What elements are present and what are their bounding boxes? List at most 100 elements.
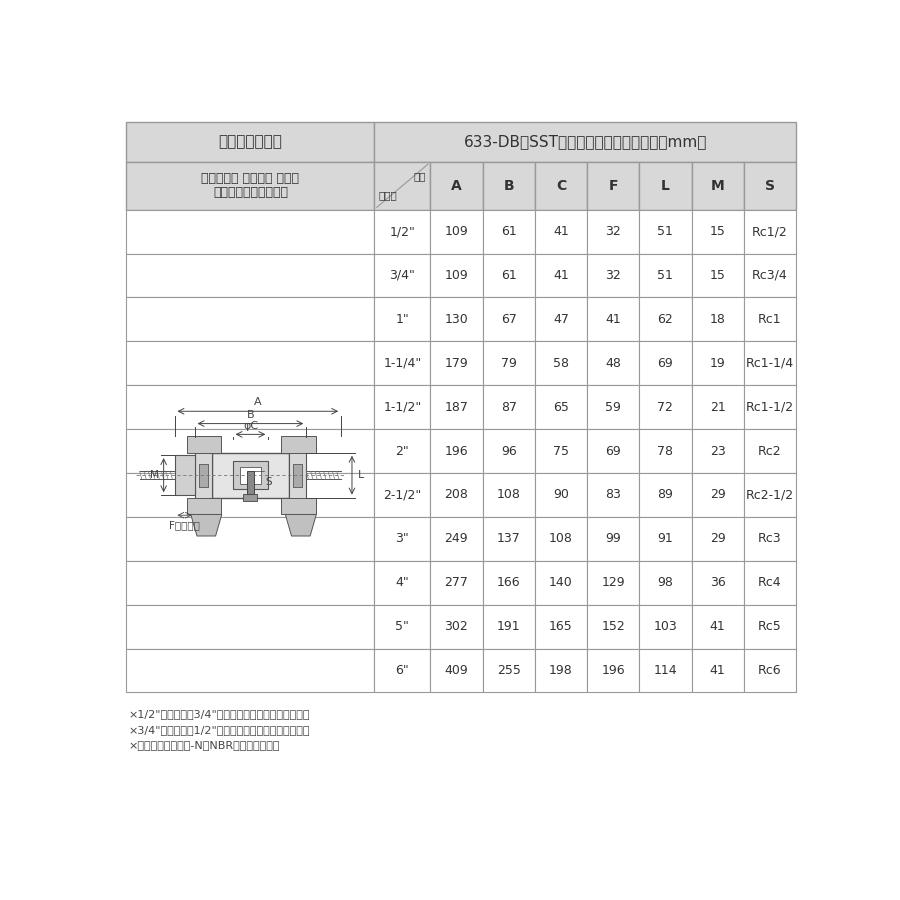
Bar bbox=[482, 254, 535, 297]
Text: A: A bbox=[254, 398, 262, 408]
Text: Rc3/4: Rc3/4 bbox=[752, 269, 788, 282]
Text: 23: 23 bbox=[710, 445, 725, 457]
Bar bbox=[244, 494, 257, 501]
Text: 140: 140 bbox=[549, 576, 572, 590]
Bar bbox=[289, 448, 306, 502]
Bar bbox=[374, 341, 430, 385]
Bar bbox=[374, 385, 430, 429]
Bar bbox=[248, 471, 254, 494]
Text: Rc1/2: Rc1/2 bbox=[752, 225, 788, 238]
Bar bbox=[691, 162, 743, 210]
Text: 208: 208 bbox=[445, 489, 468, 501]
Text: ステンレススチール製: ステンレススチール製 bbox=[213, 186, 288, 199]
Text: 19: 19 bbox=[710, 356, 725, 370]
Bar bbox=[187, 436, 221, 453]
Text: Rc1: Rc1 bbox=[758, 313, 782, 326]
Text: 29: 29 bbox=[710, 489, 725, 501]
Text: 4": 4" bbox=[395, 576, 410, 590]
Text: カムアーム継手: カムアーム継手 bbox=[219, 134, 283, 149]
Bar bbox=[587, 561, 639, 605]
Bar bbox=[430, 210, 482, 254]
Text: Rc2: Rc2 bbox=[758, 445, 782, 457]
Text: M: M bbox=[150, 470, 159, 481]
Text: 67: 67 bbox=[500, 313, 517, 326]
Text: 61: 61 bbox=[500, 269, 517, 282]
Bar bbox=[430, 649, 482, 692]
Bar bbox=[639, 429, 691, 473]
Text: 61: 61 bbox=[500, 225, 517, 238]
Bar bbox=[126, 473, 374, 517]
Text: C: C bbox=[556, 179, 566, 193]
Text: L: L bbox=[661, 179, 670, 193]
Text: 65: 65 bbox=[553, 400, 569, 414]
Bar bbox=[199, 464, 208, 487]
Bar bbox=[482, 341, 535, 385]
Text: 41: 41 bbox=[553, 269, 569, 282]
Bar bbox=[282, 436, 316, 453]
Text: 108: 108 bbox=[549, 532, 572, 545]
Text: 179: 179 bbox=[445, 356, 468, 370]
Text: 130: 130 bbox=[445, 313, 468, 326]
Bar bbox=[639, 649, 691, 692]
Bar bbox=[535, 473, 587, 517]
Bar bbox=[587, 517, 639, 561]
Bar bbox=[743, 254, 796, 297]
Text: 3": 3" bbox=[395, 532, 410, 545]
Bar bbox=[639, 162, 691, 210]
Bar bbox=[212, 453, 289, 498]
Text: 83: 83 bbox=[605, 489, 621, 501]
Polygon shape bbox=[285, 515, 316, 536]
Bar bbox=[639, 254, 691, 297]
Bar bbox=[126, 649, 374, 692]
Bar bbox=[587, 429, 639, 473]
Text: 78: 78 bbox=[657, 445, 673, 457]
Text: 633-DB　SST　サイズ別寸法表（単位：mm）: 633-DB SST サイズ別寸法表（単位：mm） bbox=[464, 134, 706, 149]
Bar bbox=[482, 561, 535, 605]
Text: 108: 108 bbox=[497, 489, 520, 501]
Bar bbox=[639, 297, 691, 341]
Text: サイズ: サイズ bbox=[378, 191, 397, 201]
Bar bbox=[374, 561, 430, 605]
Text: 51: 51 bbox=[658, 269, 673, 282]
Text: 6": 6" bbox=[395, 664, 410, 677]
Bar bbox=[126, 341, 374, 385]
Bar bbox=[639, 341, 691, 385]
Bar bbox=[482, 297, 535, 341]
Text: 15: 15 bbox=[710, 225, 725, 238]
Bar bbox=[232, 462, 268, 489]
Text: 47: 47 bbox=[553, 313, 569, 326]
Text: M: M bbox=[711, 179, 724, 193]
Bar bbox=[535, 385, 587, 429]
Bar bbox=[482, 210, 535, 254]
Bar bbox=[587, 210, 639, 254]
Text: L: L bbox=[358, 470, 365, 481]
Bar bbox=[374, 649, 430, 692]
Bar bbox=[374, 254, 430, 297]
Text: 79: 79 bbox=[500, 356, 517, 370]
Polygon shape bbox=[191, 515, 221, 536]
Bar bbox=[126, 561, 374, 605]
Bar bbox=[691, 605, 743, 649]
Bar bbox=[374, 122, 796, 162]
Text: 165: 165 bbox=[549, 620, 572, 633]
Text: 36: 36 bbox=[710, 576, 725, 590]
Bar bbox=[691, 297, 743, 341]
Bar bbox=[535, 517, 587, 561]
Text: 99: 99 bbox=[606, 532, 621, 545]
Text: 109: 109 bbox=[445, 269, 468, 282]
Text: F（対辺）: F（対辺） bbox=[169, 520, 200, 530]
Bar bbox=[430, 561, 482, 605]
Text: Rc6: Rc6 bbox=[758, 664, 782, 677]
Text: 1-1/2": 1-1/2" bbox=[383, 400, 421, 414]
Bar bbox=[374, 473, 430, 517]
Bar bbox=[482, 429, 535, 473]
Bar bbox=[743, 429, 796, 473]
Bar bbox=[639, 473, 691, 517]
Text: 2-1/2": 2-1/2" bbox=[383, 489, 421, 501]
Text: 62: 62 bbox=[658, 313, 673, 326]
Text: 1-1/4": 1-1/4" bbox=[383, 356, 421, 370]
Bar bbox=[639, 605, 691, 649]
Bar bbox=[126, 385, 374, 429]
Text: B: B bbox=[503, 179, 514, 193]
Bar bbox=[126, 517, 374, 561]
